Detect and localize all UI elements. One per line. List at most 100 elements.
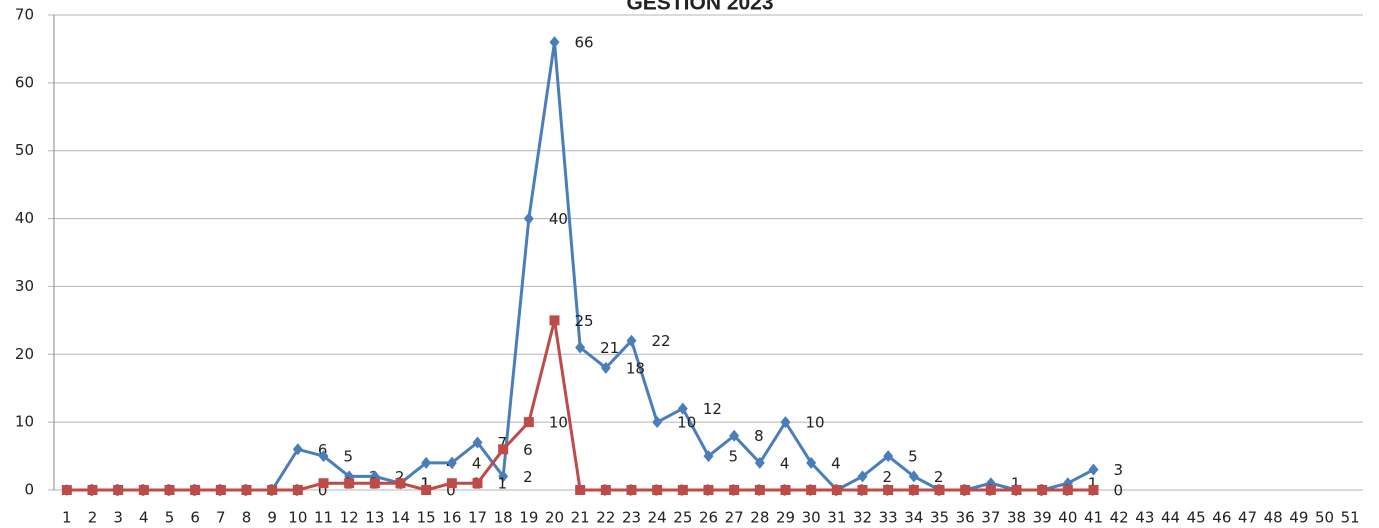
marker [1011, 485, 1022, 495]
x-tick-label: 47 [1238, 509, 1257, 527]
marker [908, 485, 919, 495]
marker [369, 478, 380, 489]
y-tick-label: 0 [24, 481, 34, 499]
marker [600, 485, 611, 495]
data-label: 0 [318, 482, 328, 500]
y-tick-label: 40 [15, 209, 34, 227]
data-label: 5 [344, 448, 354, 466]
x-tick-label: 3 [113, 509, 123, 527]
marker [883, 485, 894, 495]
x-tick-label: 27 [725, 509, 744, 527]
y-tick-label: 60 [15, 73, 34, 91]
x-tick-label: 13 [365, 509, 384, 527]
marker [652, 416, 663, 429]
marker [677, 402, 688, 415]
x-tick-label: 48 [1264, 509, 1283, 527]
x-tick-label: 50 [1315, 509, 1334, 527]
data-label: 5 [729, 448, 739, 466]
marker [523, 212, 534, 225]
marker [292, 443, 303, 456]
marker [241, 485, 252, 495]
x-tick-label: 15 [417, 509, 436, 527]
x-tick-label: 16 [442, 509, 461, 527]
marker [575, 485, 586, 495]
x-tick-label: 40 [1058, 509, 1077, 527]
x-tick-label: 8 [242, 509, 252, 527]
data-label: 1 [421, 475, 431, 493]
data-label: 7 [498, 434, 508, 452]
data-label: 5 [908, 448, 918, 466]
x-tick-label: 7 [216, 509, 226, 527]
x-tick-label: 5 [165, 509, 175, 527]
data-label: 10 [549, 414, 568, 432]
marker [113, 485, 124, 495]
marker [549, 315, 560, 326]
marker [344, 478, 355, 489]
marker [575, 341, 586, 354]
x-tick-label: 44 [1161, 509, 1180, 527]
x-tick-label: 6 [190, 509, 200, 527]
y-tick-label: 30 [15, 277, 34, 295]
x-tick-label: 2 [88, 509, 98, 527]
marker [857, 470, 868, 483]
data-label: 22 [652, 332, 671, 350]
data-label: 2 [523, 468, 533, 486]
marker [1062, 485, 1073, 495]
marker [934, 485, 945, 495]
x-tick-label: 34 [904, 509, 923, 527]
x-tick-label: 30 [802, 509, 821, 527]
y-tick-label: 70 [15, 6, 34, 24]
marker [908, 470, 919, 483]
marker [985, 485, 996, 495]
data-label: 1 [1011, 475, 1021, 493]
marker [1037, 485, 1048, 495]
x-tick-label: 25 [673, 509, 692, 527]
x-tick-label: 17 [468, 509, 487, 527]
marker [498, 470, 509, 483]
data-label: 1 [421, 475, 431, 493]
x-tick-label: 38 [1007, 509, 1026, 527]
marker [883, 450, 894, 463]
data-label: 1 [1088, 475, 1098, 493]
x-tick-label: 21 [571, 509, 590, 527]
data-label: 8 [754, 427, 764, 445]
data-label: 3 [1114, 461, 1124, 479]
marker [806, 485, 817, 495]
marker [626, 334, 637, 347]
data-label: 10 [806, 414, 825, 432]
x-tick-label: 37 [981, 509, 1000, 527]
marker [138, 485, 149, 495]
data-label: 0 [446, 482, 456, 500]
marker [626, 485, 637, 495]
marker [677, 485, 688, 495]
x-tick-label: 10 [288, 509, 307, 527]
x-tick-label: 39 [1033, 509, 1052, 527]
x-tick-label: 32 [853, 509, 872, 527]
marker [498, 444, 509, 455]
data-label: 2 [395, 468, 405, 486]
marker [703, 485, 714, 495]
marker [164, 485, 175, 495]
marker [780, 416, 791, 429]
x-tick-label: 4 [139, 509, 149, 527]
x-tick-label: 12 [340, 509, 359, 527]
marker [754, 456, 765, 469]
y-tick-label: 10 [15, 413, 34, 431]
marker [318, 478, 329, 489]
data-label: 66 [575, 34, 594, 52]
x-tick-label: 26 [699, 509, 718, 527]
marker [523, 417, 534, 428]
marker [446, 478, 457, 489]
data-label: 4 [780, 454, 790, 472]
marker [472, 478, 483, 489]
y-tick-label: 50 [15, 141, 34, 159]
marker [190, 485, 201, 495]
data-label: 21 [600, 339, 619, 357]
x-tick-label: 19 [519, 509, 538, 527]
x-tick-label: 49 [1289, 509, 1308, 527]
x-tick-label: 23 [622, 509, 641, 527]
x-tick-label: 24 [648, 509, 667, 527]
marker [960, 485, 971, 495]
data-label: 12 [703, 400, 722, 418]
